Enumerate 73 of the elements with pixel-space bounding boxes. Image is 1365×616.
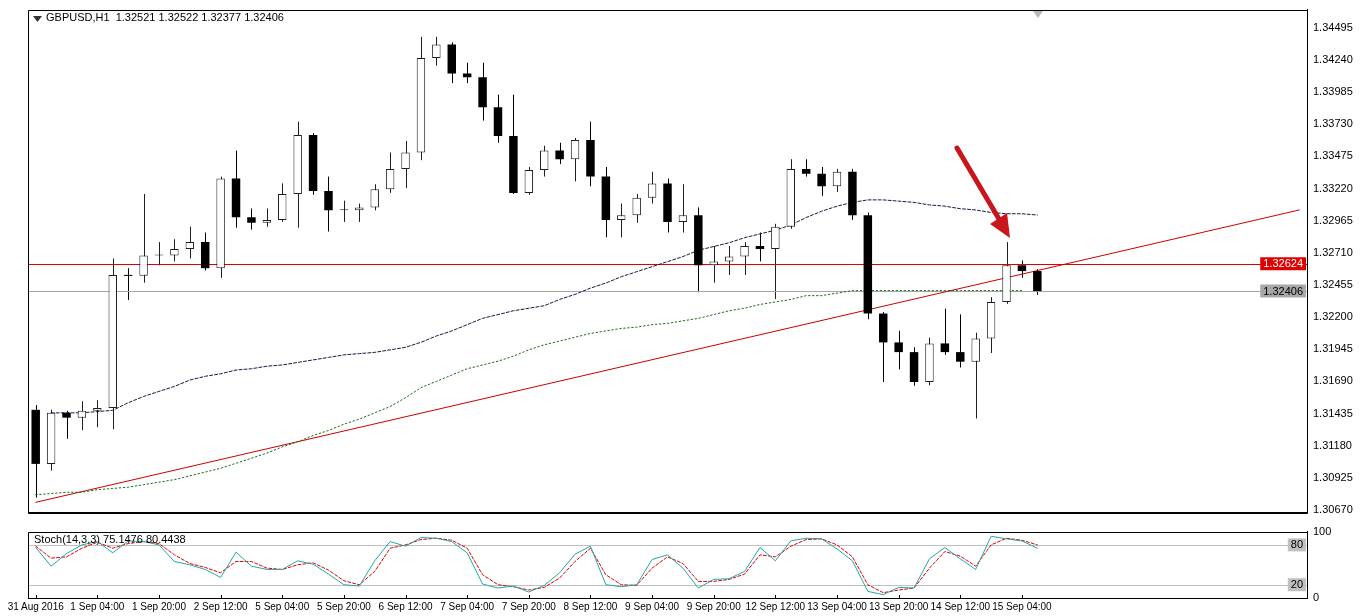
y-tick-label: 1.32455 [1313,277,1353,290]
y-tick-label: 1.34495 [1313,20,1353,33]
x-tick-label: 7 Sep 20:00 [501,600,557,612]
x-tick-label: 2 Sep 12:00 [193,600,249,612]
candlestick [139,193,148,284]
candlestick [370,183,379,211]
candlestick [247,207,256,231]
candlestick [632,193,641,224]
candlestick [539,145,549,178]
y-tick-label: 1.33985 [1313,85,1353,98]
candlestick [93,399,102,428]
ref-line-label: 80 [1290,538,1304,551]
ref-line-label: 1.32624 [1263,257,1303,270]
x-tick-label: 31 Aug 2016 [7,600,65,612]
x-tick-label: 7 Sep 04:00 [440,600,495,612]
x-tick-label: 15 Sep 04:00 [992,600,1053,612]
y-tick-label: 1.30925 [1313,470,1353,483]
y-tick-label: 1.31435 [1313,406,1353,419]
y-tick-label: 1.33730 [1313,117,1353,130]
x-tick-label: 13 Sep 04:00 [807,600,868,612]
candlestick [324,176,333,233]
ref-line-label: 20 [1290,578,1304,591]
candlestick [940,308,950,356]
candlestick [617,203,626,238]
candlestick [355,203,364,223]
candlestick [62,410,71,440]
y-tick-label: 1.32710 [1313,245,1353,258]
candlestick [771,223,780,300]
candlestick [678,183,688,234]
y-tick-label: 1.31180 [1313,438,1352,451]
x-tick-label: 6 Sep 12:00 [378,600,433,612]
y-tick-label: 1.31690 [1313,374,1353,387]
candlestick [956,313,965,368]
candlestick [647,171,657,205]
chart-title: GBPUSD,H1 1.32521 1.32522 1.32377 1.32406 [46,11,284,24]
candlestick [555,142,564,165]
y-tick-label: 1.33220 [1313,181,1353,194]
candlestick [385,152,395,194]
candlestick [524,166,534,196]
candlestick [123,267,133,301]
candlestick [570,137,580,182]
y-tick-label: 100 [1313,524,1332,537]
candlestick [894,330,903,370]
x-tick-label: 1 Sep 04:00 [70,600,125,612]
line-series [35,290,1023,496]
x-tick-label: 8 Sep 12:00 [563,600,618,612]
x-tick-label: 14 Sep 12:00 [930,600,991,612]
y-tick-label: 1.30670 [1313,502,1353,515]
x-tick-label: 5 Sep 20:00 [316,600,372,612]
candlestick [278,182,287,223]
x-tick-label: 1 Sep 20:00 [132,600,187,612]
y-tick-label: 1.31945 [1313,342,1353,355]
x-tick-label: 9 Sep 20:00 [686,600,742,612]
candlestick [755,232,765,262]
x-tick-label: 5 Sep 04:00 [255,600,310,612]
y-tick-label: 0 [1313,591,1320,604]
x-tick-label: 12 Sep 12:00 [745,600,806,612]
candlestick [462,62,472,84]
candlestick [401,140,410,189]
x-tick-label: 13 Sep 20:00 [868,600,929,612]
candlestick [1033,268,1042,296]
y-tick-label: 1.34240 [1313,53,1353,66]
candlestick [709,245,718,284]
y-tick-label: 1.33475 [1313,149,1353,162]
chart-title: Stoch(14,3,3) 75.1476 80.4438 [34,533,186,546]
ref-line-label: 1.32406 [1263,284,1303,297]
candlestick [77,400,87,431]
candlestick [817,166,826,197]
candlestick [262,207,272,228]
y-tick-label: 1.32200 [1313,310,1353,323]
x-tick-label: 9 Sep 04:00 [625,600,680,612]
candlestick [971,332,980,420]
y-tick-label: 1.32965 [1313,213,1353,226]
